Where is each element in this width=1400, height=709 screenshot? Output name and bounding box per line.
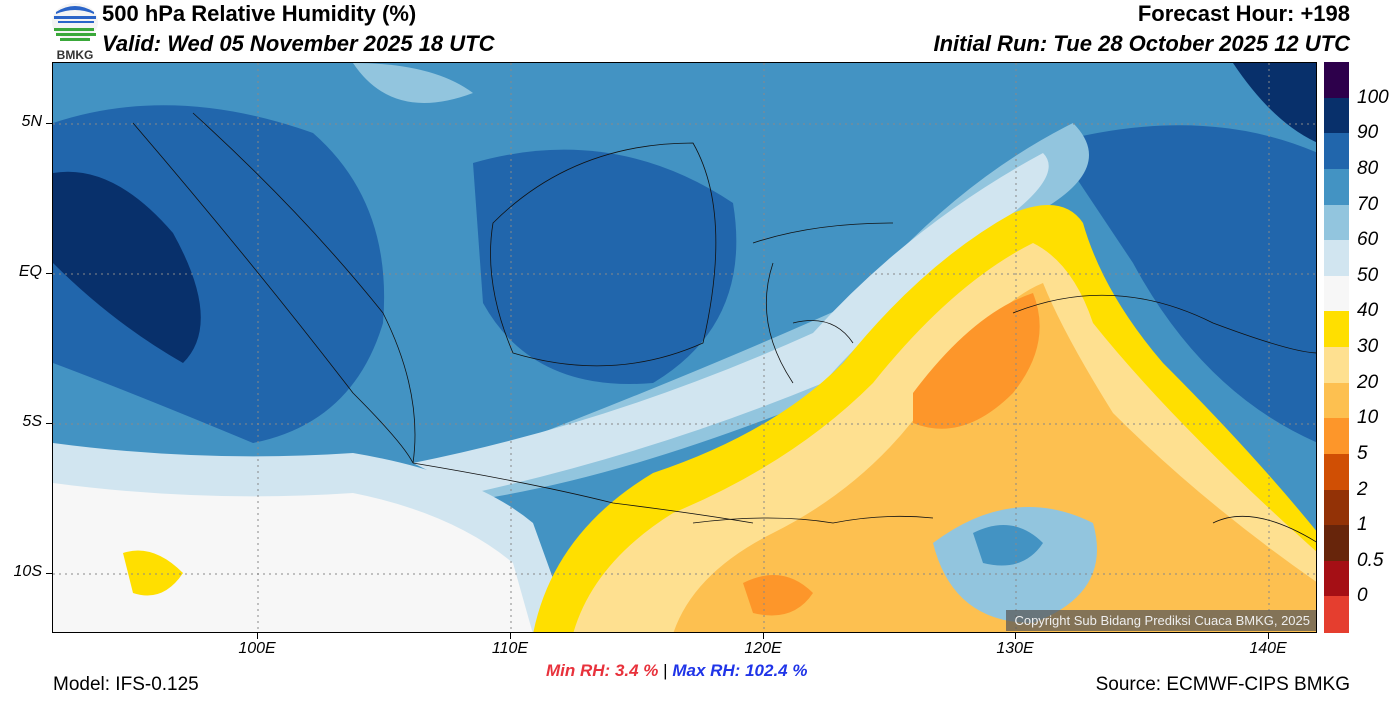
lon-tick xyxy=(510,633,511,639)
lat-tick xyxy=(46,273,52,274)
max-rh-label: Max RH: xyxy=(672,661,741,680)
lat-label-5n: 5N xyxy=(21,113,42,130)
humidity-field xyxy=(53,63,1316,632)
colorbar-swatch xyxy=(1324,97,1349,134)
forecast-hour: Forecast Hour: +198 xyxy=(1137,1,1350,26)
lon-tick xyxy=(763,633,764,639)
lat-tick xyxy=(46,573,52,574)
grid-lines xyxy=(53,63,1316,632)
colorbar-swatch xyxy=(1324,347,1349,384)
colorbar-swatch xyxy=(1324,382,1349,419)
initial-run: Initial Run: Tue 28 October 2025 12 UTC xyxy=(933,31,1351,56)
min-rh-label: Min RH: xyxy=(546,661,611,680)
lat-label-eq: EQ xyxy=(18,263,42,280)
colorbar-swatch xyxy=(1324,311,1349,348)
colorbar-swatch xyxy=(1324,453,1349,490)
model-info: Model: IFS-0.125 xyxy=(53,674,199,695)
colorbar-swatch xyxy=(1324,133,1349,170)
colorbar xyxy=(1324,62,1349,633)
colorbar-swatch xyxy=(1324,525,1349,562)
colorbar-label: 80 xyxy=(1357,157,1379,179)
colorbar-label: 100 xyxy=(1357,86,1389,108)
colorbar-label: 30 xyxy=(1357,336,1379,357)
colorbar-label: 50 xyxy=(1357,264,1379,286)
lon-tick xyxy=(257,633,258,639)
colorbar-swatch xyxy=(1324,204,1349,241)
colorbar-label: 5 xyxy=(1357,442,1368,464)
colorbar-swatch xyxy=(1324,275,1349,312)
lon-tick xyxy=(1268,633,1269,639)
min-rh-value: 3.4 % xyxy=(614,661,659,680)
lat-label-5s: 5S xyxy=(22,413,42,430)
colorbar-label: 20 xyxy=(1357,371,1379,393)
colorbar-label: 0 xyxy=(1357,585,1368,607)
lon-label-110e: 110E xyxy=(491,640,529,657)
humidity-map[interactable] xyxy=(52,62,1317,633)
bmkg-logo: BMKG xyxy=(52,3,98,62)
lon-label-120e: 120E xyxy=(744,640,782,657)
lat-tick xyxy=(46,123,52,124)
coastlines xyxy=(132,112,1316,543)
colorbar-label: 2 xyxy=(1357,478,1368,500)
lon-label-130e: 130E xyxy=(996,640,1034,657)
colorbar-label: 90 xyxy=(1357,122,1379,144)
max-rh-value: 102.4 % xyxy=(745,661,808,680)
valid-time: Valid: Wed 05 November 2025 18 UTC xyxy=(102,31,495,56)
map-title: 500 hPa Relative Humidity (%) xyxy=(102,1,417,26)
colorbar-swatch xyxy=(1324,240,1349,277)
colorbar-swatch xyxy=(1324,62,1349,99)
lon-tick xyxy=(1015,633,1016,639)
colorbar-label: 70 xyxy=(1357,193,1379,215)
colorbar-swatch xyxy=(1324,168,1349,205)
colorbar-swatch xyxy=(1324,418,1349,455)
svg-text:BMKG: BMKG xyxy=(57,48,94,62)
source-info: Source: ECMWF-CIPS BMKG xyxy=(1095,674,1350,695)
separator: | xyxy=(663,661,668,680)
colorbar-label: 0.5 xyxy=(1357,549,1384,571)
lon-label-140e: 140E xyxy=(1249,640,1287,657)
colorbar-swatch xyxy=(1324,596,1349,633)
copyright-notice: Copyright Sub Bidang Prediksi Cuaca BMKG… xyxy=(1006,610,1316,631)
lat-tick xyxy=(46,423,52,424)
lat-label-10s: 10S xyxy=(13,563,42,580)
colorbar-label: 60 xyxy=(1357,229,1379,251)
min-max-rh: Min RH: 3.4 % | Max RH: 102.4 % xyxy=(546,661,807,681)
colorbar-label: 40 xyxy=(1357,300,1379,322)
colorbar-swatch xyxy=(1324,489,1349,526)
colorbar-label: 10 xyxy=(1357,407,1379,429)
colorbar-label: 1 xyxy=(1357,514,1368,536)
colorbar-swatch xyxy=(1324,560,1349,597)
lon-label-100e: 100E xyxy=(238,640,276,657)
